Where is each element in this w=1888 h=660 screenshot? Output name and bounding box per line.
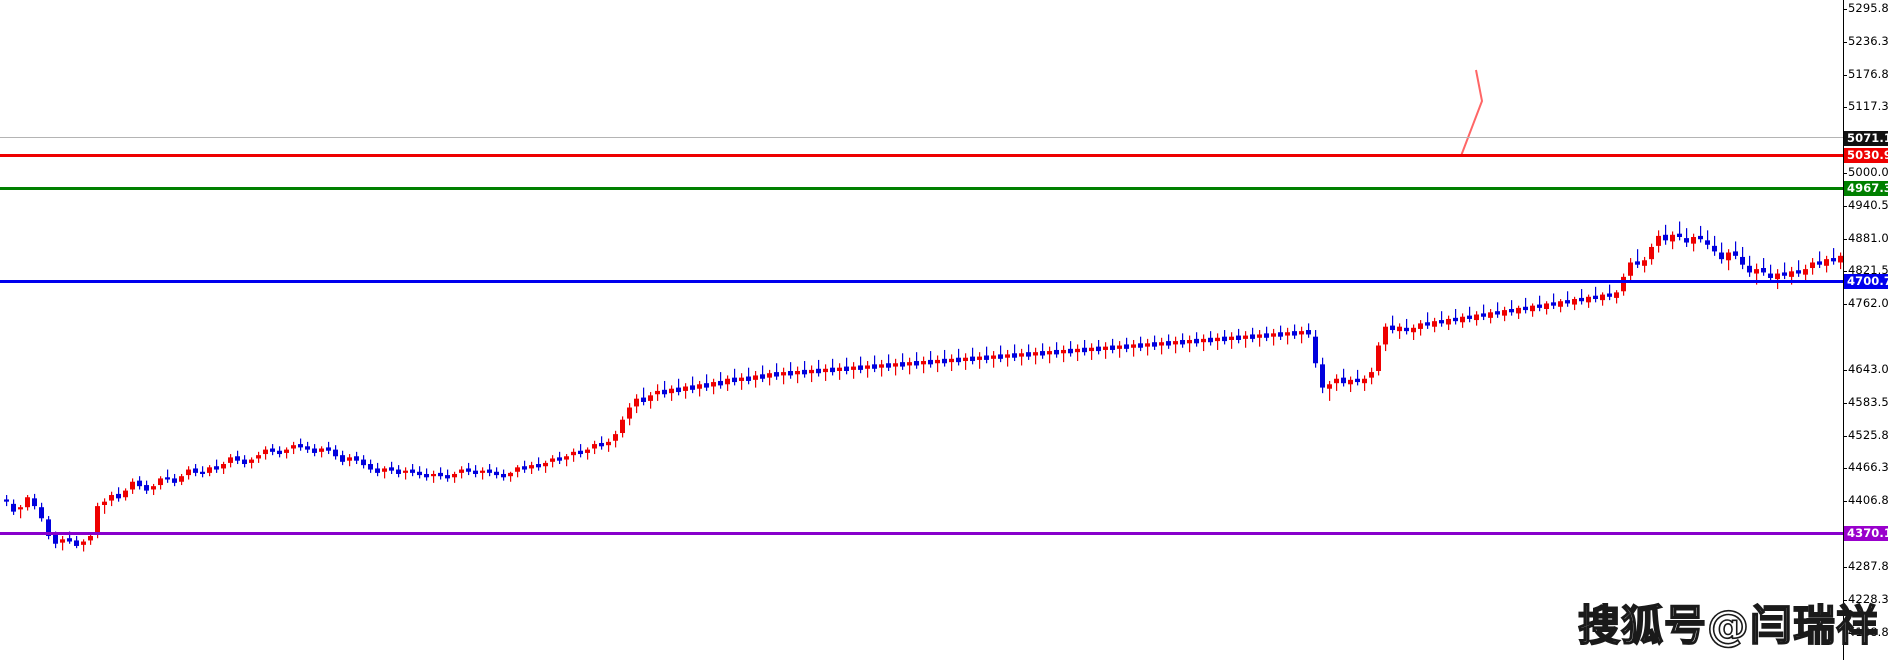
axis-tick-label: 4643.05 [1848, 362, 1888, 376]
axis-tick-label: 4228.30 [1848, 592, 1888, 606]
axis-tick-mark [1843, 42, 1847, 43]
axis-tick-mark [1843, 501, 1847, 502]
axis-tick-label: 5295.80 [1848, 1, 1888, 15]
axis-tick-mark [1843, 271, 1847, 272]
red-level-label[interactable]: 5030.97 [1844, 148, 1888, 163]
grey-level-line-stroke [0, 136, 1843, 138]
purple-level-line-stroke [0, 531, 1843, 535]
axis-tick-mark [1843, 9, 1847, 10]
axis-vertical-line [1843, 0, 1844, 660]
axis-tick-mark [1843, 600, 1847, 601]
price-axis[interactable]: 5295.805236.305176.805117.305057.805000.… [1843, 0, 1888, 660]
axis-tick-label: 4168.80 [1848, 625, 1888, 639]
axis-tick-mark [1843, 239, 1847, 240]
axis-tick-label: 4287.80 [1848, 559, 1888, 573]
axis-tick-mark [1843, 436, 1847, 437]
axis-tick-label: 5236.30 [1848, 34, 1888, 48]
axis-tick-mark [1843, 403, 1847, 404]
axis-tick-label: 4762.05 [1848, 296, 1888, 310]
axis-tick-mark [1843, 107, 1847, 108]
axis-tick-mark [1843, 370, 1847, 371]
axis-tick-mark [1843, 75, 1847, 76]
axis-tick-label: 4881.05 [1848, 231, 1888, 245]
axis-tick-label: 4525.80 [1848, 428, 1888, 442]
axis-tick-mark [1843, 206, 1847, 207]
axis-tick-label: 5176.80 [1848, 67, 1888, 81]
axis-tick-label: 4940.55 [1848, 198, 1888, 212]
axis-tick-mark [1843, 173, 1847, 174]
axis-tick-label: 4466.30 [1848, 460, 1888, 474]
axis-tick-mark [1843, 304, 1847, 305]
last-price-label[interactable]: 5071.12 [1844, 131, 1888, 146]
blue-level-line-stroke [0, 279, 1843, 283]
axis-tick-mark [1843, 633, 1847, 634]
chart-plot-area[interactable] [0, 0, 1843, 660]
axis-tick-label: 5117.30 [1848, 99, 1888, 113]
green-level-line-stroke [0, 186, 1843, 190]
blue-level-label[interactable]: 4700.70 [1844, 274, 1888, 289]
axis-tick-mark [1843, 468, 1847, 469]
axis-tick-label: 4406.80 [1848, 493, 1888, 507]
axis-tick-label: 4821.55 [1848, 263, 1888, 277]
axis-tick-mark [1843, 567, 1847, 568]
candlestick-series [4, 221, 1843, 552]
forecast-projection-line [1460, 69, 1484, 157]
green-level-label[interactable]: 4967.30 [1844, 181, 1888, 196]
watermark-text: 搜狐号@闫瑞祥 [1577, 600, 1880, 651]
axis-tick-label: 5000.05 [1848, 165, 1888, 179]
red-level-line-stroke [0, 153, 1843, 157]
purple-level-label[interactable]: 4370.19 [1844, 526, 1888, 541]
axis-tick-label: 4583.55 [1848, 395, 1888, 409]
